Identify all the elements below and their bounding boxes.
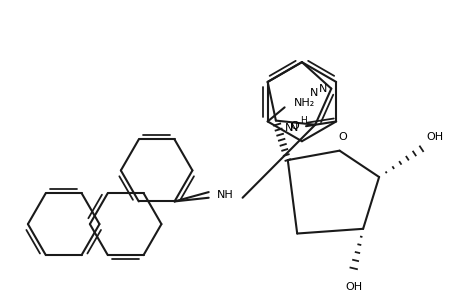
Text: N: N: [285, 123, 293, 133]
Text: H: H: [300, 116, 307, 125]
Text: NH: NH: [217, 190, 234, 200]
Text: N: N: [310, 88, 319, 98]
Text: OH: OH: [426, 133, 443, 142]
Text: N: N: [319, 84, 327, 95]
Text: NH₂: NH₂: [294, 98, 315, 108]
Text: OH: OH: [345, 282, 362, 290]
Text: O: O: [338, 133, 347, 142]
Text: O: O: [290, 121, 299, 131]
Text: N: N: [290, 123, 298, 133]
